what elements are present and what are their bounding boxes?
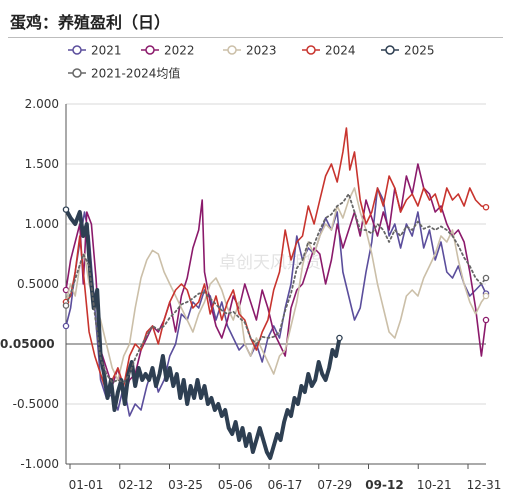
legend-item-2023: 2023 [223, 44, 277, 58]
legend-swatch-marker [72, 45, 82, 55]
y-tick-label: 2.000 [25, 97, 59, 111]
legend-item-2022: 2022 [141, 44, 195, 58]
series-2021-start-point [62, 322, 70, 330]
series-2024-end-point [482, 203, 490, 211]
series-2025-start-point [62, 206, 70, 213]
x-axis-ticks: 01-01 02-12 03-25 05-06 06-17 07-29 09-12 10-21… [69, 464, 502, 492]
x-tick-label: 10-21 [417, 478, 452, 492]
legend-label: 2022 [164, 44, 195, 58]
legend-label: 2021 [91, 44, 122, 58]
series-lines [62, 127, 490, 460]
series-2021-2024-end-point [482, 274, 490, 282]
series-2022-end-point [482, 316, 490, 324]
series-2023-end-point [482, 292, 490, 300]
series-2025 [62, 206, 343, 460]
legend-item-2021-2024: 2021-2024均值 [68, 66, 180, 81]
legend-swatch-marker [306, 45, 316, 55]
x-tick-label-highlight: 09-12 [365, 478, 403, 492]
series-2021-2024-start-point [62, 302, 70, 309]
x-tick-label: 12-31 [467, 478, 502, 492]
legend-label: 2024 [325, 44, 356, 58]
series-2024-line [65, 127, 487, 393]
x-tick-label: 07-29 [317, 478, 352, 492]
x-tick-label: 05-06 [218, 478, 253, 492]
y-tick-label: 0.5000 [17, 277, 59, 291]
legend-item-2024: 2024 [302, 44, 356, 58]
x-tick-label: 03-25 [168, 478, 203, 492]
legend-label: 2023 [246, 44, 277, 58]
legend-swatch-marker [385, 45, 395, 55]
watermark: 卓创天风期货 [219, 253, 321, 273]
y-tick-label: -0.5000 [13, 397, 59, 411]
legend-label: 2025 [404, 44, 435, 58]
y-tick-label: -1.000 [20, 457, 59, 471]
legend-item-2021: 2021 [68, 44, 122, 58]
legend-item-2025: 2025 [381, 44, 435, 58]
highlight-y-label: 0.05000 [0, 337, 55, 351]
chart-title: 蛋鸡：养殖盈利（日） [10, 13, 171, 32]
series-2021 [62, 187, 490, 417]
series-2023-line [65, 187, 487, 381]
legend-label: 2021-2024均值 [91, 66, 180, 81]
highlight-labels: 0.05000 [0, 334, 58, 352]
title-divider [8, 37, 503, 38]
x-tick-label: 02-12 [118, 478, 153, 492]
series-2025-line [64, 207, 342, 460]
legend-swatch-marker [145, 45, 155, 55]
legend-swatch-marker [227, 45, 237, 55]
y-axis-ticks: 2.000 1.500 1.000 0.5000 -0.5000 -1.000 [13, 97, 59, 471]
series-2025-end-point [336, 334, 343, 342]
legend: 2021 2022 2023 2024 2025 2021-2024均值 [68, 44, 435, 81]
y-tick-label: 1.500 [25, 157, 59, 171]
y-tick-label: 1.000 [25, 217, 59, 231]
series-2021-2024 [62, 193, 490, 384]
legend-swatch-marker [72, 68, 82, 78]
series-2021-line [65, 187, 487, 417]
x-tick-label: 06-17 [268, 478, 303, 492]
x-tick-label: 01-01 [69, 478, 104, 492]
highlight-y-background [0, 334, 58, 352]
series-2021-2024-line [65, 193, 487, 384]
